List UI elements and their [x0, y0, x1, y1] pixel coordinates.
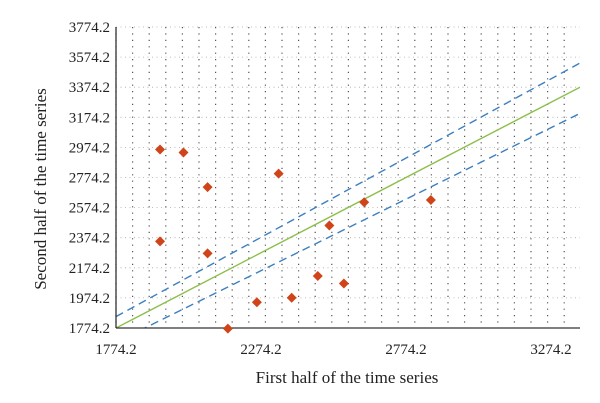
x-tick-label: 2274.2: [240, 342, 281, 358]
data-point: [273, 168, 284, 179]
x-tick-label: 2774.2: [385, 342, 426, 358]
data-point: [202, 182, 213, 193]
x-tick-label: 1774.2: [95, 342, 136, 358]
y-tick-label: 3174.2: [69, 110, 110, 126]
y-axis-title: Second half of the time series: [31, 88, 50, 290]
tick-labels: 1774.2 1974.2 2174.2 2374.2 2574.2 2774.2 2974…: [69, 20, 572, 358]
x-axis-title: First half of the time series: [256, 368, 439, 387]
y-tick-label: 1774.2: [69, 321, 110, 337]
y-tick-label: 2974.2: [69, 140, 110, 156]
y-tick-label: 2574.2: [69, 201, 110, 217]
y-tick-label: 3574.2: [69, 50, 110, 66]
data-point: [338, 278, 349, 289]
data-point: [202, 248, 213, 259]
data-point: [155, 144, 166, 155]
data-point: [312, 270, 323, 281]
y-tick-label: 2174.2: [69, 261, 110, 277]
y-tick-label: 2774.2: [69, 171, 110, 187]
confidence-band-line: [143, 112, 580, 328]
axes: [115, 27, 580, 329]
data-point: [286, 292, 297, 303]
y-tick-label: 3374.2: [69, 80, 110, 96]
data-point: [222, 323, 233, 334]
data-point: [155, 236, 166, 247]
equality-line: [116, 86, 580, 328]
data-point: [425, 194, 436, 205]
data-point: [251, 297, 262, 308]
confidence-band-line: [116, 62, 580, 318]
reference-lines: [116, 62, 580, 328]
data-point: [359, 197, 370, 208]
y-tick-label: 1974.2: [69, 291, 110, 307]
data-point: [178, 147, 189, 158]
x-tick-label: 3274.2: [530, 342, 571, 358]
y-tick-label: 3774.2: [69, 20, 110, 36]
y-tick-label: 2374.2: [69, 231, 110, 247]
data-points: [155, 144, 436, 334]
data-point: [324, 220, 335, 231]
